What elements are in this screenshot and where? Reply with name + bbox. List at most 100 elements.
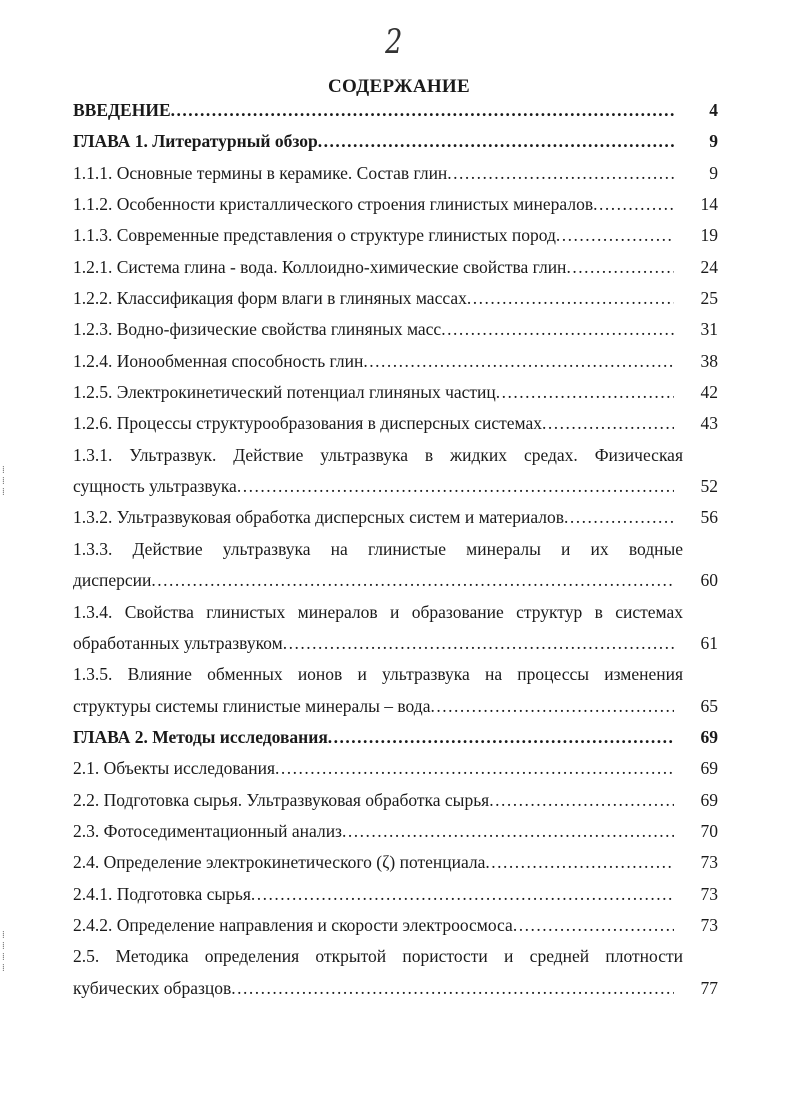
- toc-entry-title: 1.3.4. Свойства глинистых минералов и об…: [73, 601, 683, 622]
- toc-page-number: 14: [700, 194, 719, 215]
- toc-page-number: 70: [700, 820, 719, 841]
- toc-page-number: 73: [700, 914, 719, 935]
- toc-page-number: 9: [709, 162, 718, 183]
- handwritten-page-number: 2: [385, 22, 403, 62]
- toc-entry: 1.1.3. Современные представления о струк…: [73, 220, 718, 251]
- dot-leader: [151, 565, 674, 596]
- toc-entry: дисперсии 60: [73, 565, 718, 596]
- dot-leader: [564, 502, 674, 533]
- dot-leader: [513, 910, 674, 941]
- toc-entry-title: 2.3. Фотоседиментационный анализ: [73, 820, 342, 841]
- toc-page-number: 60: [700, 570, 719, 591]
- dot-leader: [441, 314, 674, 345]
- dot-leader: [237, 471, 674, 502]
- toc-entry: ГЛАВА 2. Методы исследования 69: [73, 722, 718, 753]
- toc-entry-title: 1.3.3. Действие ультразвука на глинистые…: [73, 538, 683, 559]
- toc-page-number: 9: [709, 131, 718, 152]
- dot-leader: [342, 816, 674, 847]
- toc-entry-title: ГЛАВА 2. Методы исследования: [73, 726, 328, 747]
- table-of-contents: ВВЕДЕНИЕ 4 ГЛАВА 1. Литературный обзор 9 1.1…: [73, 95, 718, 1004]
- toc-entry-title: 2.1. Объекты исследования: [73, 758, 276, 779]
- toc-entry-title: 2.5. Методика определения открытой порис…: [73, 946, 683, 967]
- dot-leader: [363, 346, 674, 377]
- dot-leader: [231, 973, 674, 1004]
- toc-page-number: 52: [700, 476, 719, 497]
- toc-page-number: 4: [709, 100, 718, 120]
- toc-entry: 2.5. Методика определения открытой порис…: [73, 941, 718, 972]
- page-title: СОДЕРЖАНИЕ: [328, 76, 470, 97]
- dot-leader: [318, 126, 674, 157]
- dot-leader: [593, 189, 674, 220]
- toc-entry: 2.3. Фотоседиментационный анализ 70: [73, 816, 718, 847]
- toc-entry: сущность ультразвука 52: [73, 471, 718, 502]
- toc-entry: 1.2.6. Процессы структурообразования в д…: [73, 408, 718, 439]
- toc-entry: 2.1. Объекты исследования 69: [73, 753, 718, 784]
- toc-entry-title: ВВЕДЕНИЕ: [73, 100, 171, 120]
- toc-entry-title: сущность ультразвука: [73, 476, 237, 497]
- dot-leader: [485, 847, 674, 878]
- toc-entry-title: 1.2.4. Ионообменная способность глин: [73, 350, 364, 371]
- toc-entry-title: 1.1.3. Современные представления о струк…: [73, 225, 556, 246]
- toc-page-number: 73: [700, 883, 719, 904]
- toc-entry-title: ГЛАВА 1. Литературный обзор: [73, 131, 318, 152]
- dot-leader: [328, 722, 674, 753]
- toc-entry: 1.1.2. Особенности кристаллического стро…: [73, 189, 718, 220]
- dot-leader: [556, 220, 674, 251]
- toc-page-number: 31: [700, 319, 719, 340]
- toc-entry: 1.2.3. Водно-физические свойства глиняны…: [73, 314, 718, 345]
- toc-page-number: 65: [700, 695, 719, 716]
- toc-entry: 2.4.1. Подготовка сырья 73: [73, 879, 718, 910]
- toc-page-number: 56: [700, 507, 719, 528]
- toc-entry: 1.3.2. Ультразвуковая обработка дисперсн…: [73, 502, 718, 533]
- dot-leader: [171, 95, 674, 126]
- toc-entry: 1.2.4. Ионообменная способность глин 38: [73, 346, 718, 377]
- toc-entry: 1.3.4. Свойства глинистых минералов и об…: [73, 597, 718, 628]
- toc-entry-title: 1.2.1. Система глина - вода. Коллоидно-х…: [73, 256, 567, 277]
- toc-entry-title: 2.2. Подготовка сырья. Ультразвуковая об…: [73, 789, 490, 810]
- dot-leader: [496, 377, 674, 408]
- toc-page-number: 24: [700, 256, 719, 277]
- toc-page-number: 77: [700, 977, 719, 998]
- toc-entry-title: 2.4.2. Определение направления и скорост…: [73, 914, 513, 935]
- toc-entry-title: 2.4. Определение электрокинетического (ζ…: [73, 852, 486, 873]
- scan-margin-marks: ⁞ ⁞ ⁞: [2, 465, 5, 498]
- toc-entry: 2.4.2. Определение направления и скорост…: [73, 910, 718, 941]
- toc-entry-title: 1.3.1. Ультразвук. Действие ультразвука …: [73, 444, 683, 465]
- toc-entry: ГЛАВА 1. Литературный обзор 9: [73, 126, 718, 157]
- toc-entry-title: 1.2.3. Водно-физические свойства глиняны…: [73, 319, 442, 340]
- toc-entry-title: кубических образцов: [73, 977, 232, 998]
- toc-entry: 1.2.2. Классификация форм влаги в глинян…: [73, 283, 718, 314]
- dot-leader: [542, 408, 674, 439]
- toc-page-number: 42: [700, 382, 719, 403]
- toc-entry-title: обработанных ультразвуком: [73, 632, 283, 653]
- dot-leader: [447, 158, 674, 189]
- toc-page-number: 38: [700, 350, 719, 371]
- toc-entry: 1.3.5. Влияние обменных ионов и ультразв…: [73, 659, 718, 690]
- toc-page-number: 43: [700, 413, 719, 434]
- toc-page-number: 69: [700, 726, 719, 747]
- toc-entry: 1.2.1. Система глина - вода. Коллоидно-х…: [73, 252, 718, 283]
- toc-entry-title: 1.2.5. Электрокинетический потенциал гли…: [73, 382, 496, 403]
- toc-page-number: 19: [700, 225, 719, 246]
- toc-entry-title: 1.1.2. Особенности кристаллического стро…: [73, 194, 594, 215]
- toc-entry: 1.1.1. Основные термины в керамике. Сост…: [73, 158, 718, 189]
- dot-leader: [467, 283, 674, 314]
- toc-entry: обработанных ультразвуком 61: [73, 628, 718, 659]
- toc-entry-title: 2.4.1. Подготовка сырья: [73, 883, 251, 904]
- toc-entry: 1.3.1. Ультразвук. Действие ультразвука …: [73, 440, 718, 471]
- toc-entry-title: 1.1.1. Основные термины в керамике. Сост…: [73, 162, 448, 183]
- toc-entry: кубических образцов 77: [73, 973, 718, 1004]
- toc-entry: ВВЕДЕНИЕ 4: [73, 95, 718, 126]
- toc-entry-title: 1.2.6. Процессы структурообразования в д…: [73, 413, 543, 434]
- toc-entry-title: дисперсии: [73, 570, 152, 591]
- toc-entry-title: структуры системы глинистые минералы – в…: [73, 695, 431, 716]
- toc-entry: 2.2. Подготовка сырья. Ультразвуковая об…: [73, 785, 718, 816]
- toc-entry: структуры системы глинистые минералы – в…: [73, 691, 718, 722]
- toc-entry: 2.4. Определение электрокинетического (ζ…: [73, 847, 718, 878]
- toc-entry: 1.2.5. Электрокинетический потенциал гли…: [73, 377, 718, 408]
- dot-leader: [251, 879, 674, 910]
- toc-page-number: 69: [700, 758, 719, 779]
- toc-entry: 1.3.3. Действие ультразвука на глинистые…: [73, 534, 718, 565]
- toc-entry-title: 1.3.2. Ультразвуковая обработка дисперсн…: [73, 507, 565, 528]
- dot-leader: [489, 785, 674, 816]
